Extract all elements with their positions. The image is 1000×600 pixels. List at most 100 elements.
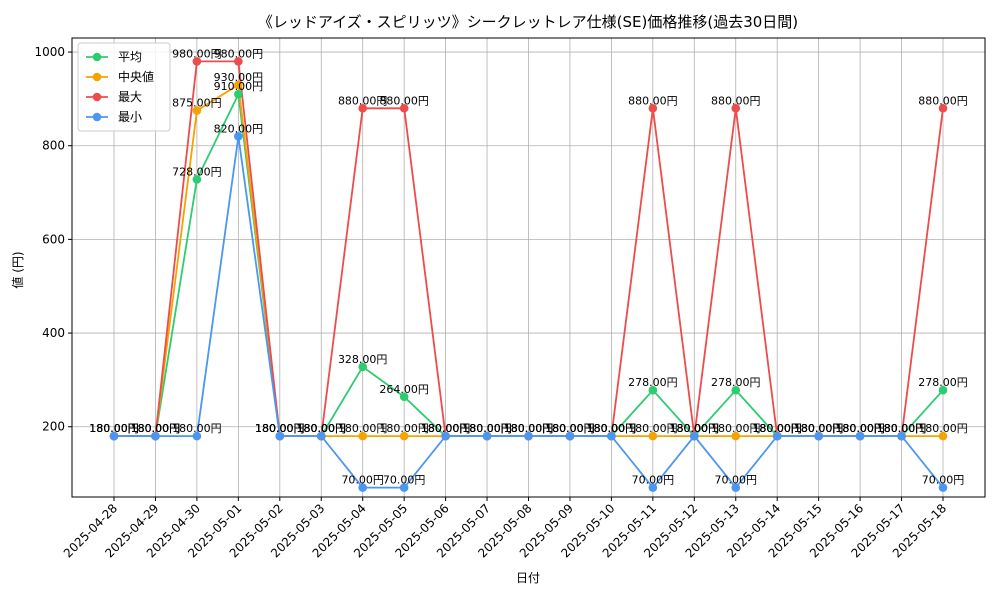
data-label: 180.00円	[545, 422, 595, 435]
data-label: 180.00円	[297, 422, 347, 435]
series-points	[109, 57, 948, 492]
data-label: 180.00円	[131, 422, 181, 435]
data-point	[234, 80, 243, 90]
data-point	[151, 431, 160, 441]
data-label: 180.00円	[421, 422, 471, 435]
data-label: 728.00円	[172, 165, 222, 178]
data-point	[109, 431, 119, 441]
data-point	[192, 431, 202, 441]
data-point	[855, 431, 865, 441]
data-label: 180.00円	[794, 422, 844, 435]
data-point	[234, 89, 243, 99]
data-label: 180.00円	[752, 422, 802, 435]
data-label: 70.00円	[383, 474, 426, 487]
data-point	[399, 392, 409, 402]
data-labels: 180.00円180.00円728.00円910.00円180.00円180.0…	[89, 47, 968, 486]
data-label: 70.00円	[715, 474, 758, 487]
legend-marker	[92, 92, 102, 102]
data-label: 180.00円	[255, 422, 305, 435]
data-point	[482, 431, 492, 441]
y-tick-label: 800	[42, 139, 65, 153]
data-point	[234, 57, 243, 66]
data-point	[814, 431, 823, 441]
data-label: 180.00円	[752, 422, 802, 435]
data-point	[316, 431, 326, 441]
data-point	[441, 431, 450, 441]
data-label: 180.00円	[421, 422, 471, 435]
data-label: 264.00円	[379, 383, 429, 396]
legend-box	[77, 42, 171, 132]
data-point	[690, 431, 699, 441]
data-label: 980.00円	[214, 47, 264, 60]
legend-label: 最大	[118, 90, 142, 104]
data-label: 180.00円	[628, 422, 678, 435]
y-axis-label: 値 (円)	[10, 251, 25, 288]
data-label: 180.00円	[89, 422, 139, 435]
data-label: 180.00円	[794, 422, 844, 435]
data-label: 180.00円	[504, 422, 554, 435]
data-label: 180.00円	[752, 422, 802, 435]
data-label: 180.00円	[504, 422, 554, 435]
data-label: 880.00円	[918, 94, 968, 107]
data-label: 180.00円	[421, 422, 471, 435]
data-label: 180.00円	[877, 422, 927, 435]
data-label: 180.00円	[131, 422, 181, 435]
data-label: 180.00円	[462, 422, 512, 435]
data-label: 880.00円	[628, 94, 678, 107]
data-point	[399, 103, 409, 113]
x-axis: 2025-04-282025-04-292025-04-302025-05-01…	[61, 497, 949, 560]
data-point	[648, 483, 658, 492]
data-label: 180.00円	[297, 422, 347, 435]
data-label: 180.00円	[835, 422, 885, 435]
data-label: 180.00円	[545, 422, 595, 435]
legend-label: 中央値	[118, 69, 154, 84]
data-label: 180.00円	[89, 422, 139, 435]
data-label: 180.00円	[877, 422, 927, 435]
data-label: 910.00円	[214, 80, 264, 93]
data-label: 180.00円	[587, 422, 637, 435]
data-label: 180.00円	[131, 422, 181, 435]
data-label: 180.00円	[877, 422, 927, 435]
data-label: 875.00円	[172, 97, 222, 110]
y-tick-label: 400	[42, 326, 65, 340]
legend-label: 最小	[118, 110, 142, 124]
data-label: 180.00円	[835, 422, 885, 435]
data-point	[358, 362, 368, 372]
data-point	[358, 483, 368, 492]
y-axis: 200 400 600 800 1000	[34, 45, 72, 434]
data-point	[938, 385, 948, 395]
data-point	[399, 483, 409, 492]
data-label: 180.00円	[752, 422, 802, 435]
data-label: 328.00円	[338, 353, 388, 366]
data-label: 180.00円	[504, 422, 554, 435]
data-label: 180.00円	[545, 422, 595, 435]
data-label: 820.00円	[214, 122, 264, 135]
data-point	[192, 175, 202, 184]
data-label: 180.00円	[462, 422, 512, 435]
data-label: 930.00円	[214, 71, 264, 84]
data-point	[648, 431, 658, 441]
data-label: 880.00円	[338, 94, 388, 107]
data-point	[938, 431, 948, 441]
data-label: 180.00円	[379, 422, 429, 435]
data-point	[358, 103, 368, 113]
data-label: 180.00円	[297, 422, 347, 435]
data-label: 180.00円	[89, 422, 139, 435]
data-point	[731, 385, 741, 395]
data-label: 70.00円	[341, 474, 384, 487]
data-label: 180.00円	[131, 422, 181, 435]
data-label: 180.00円	[172, 422, 222, 435]
data-label: 180.00円	[670, 422, 720, 435]
data-label: 180.00円	[89, 422, 139, 435]
data-point	[938, 103, 948, 113]
data-label: 180.00円	[711, 422, 761, 435]
data-point	[731, 483, 741, 492]
data-label: 180.00円	[670, 422, 720, 435]
data-label: 180.00円	[835, 422, 885, 435]
y-tick-label: 200	[42, 420, 65, 434]
data-label: 180.00円	[670, 422, 720, 435]
chart-title: 《レッドアイズ・スピリッツ》シークレットレア仕様(SE)価格推移(過去30日間)	[258, 13, 798, 31]
y-tick-label: 600	[42, 232, 65, 246]
data-label: 180.00円	[670, 422, 720, 435]
